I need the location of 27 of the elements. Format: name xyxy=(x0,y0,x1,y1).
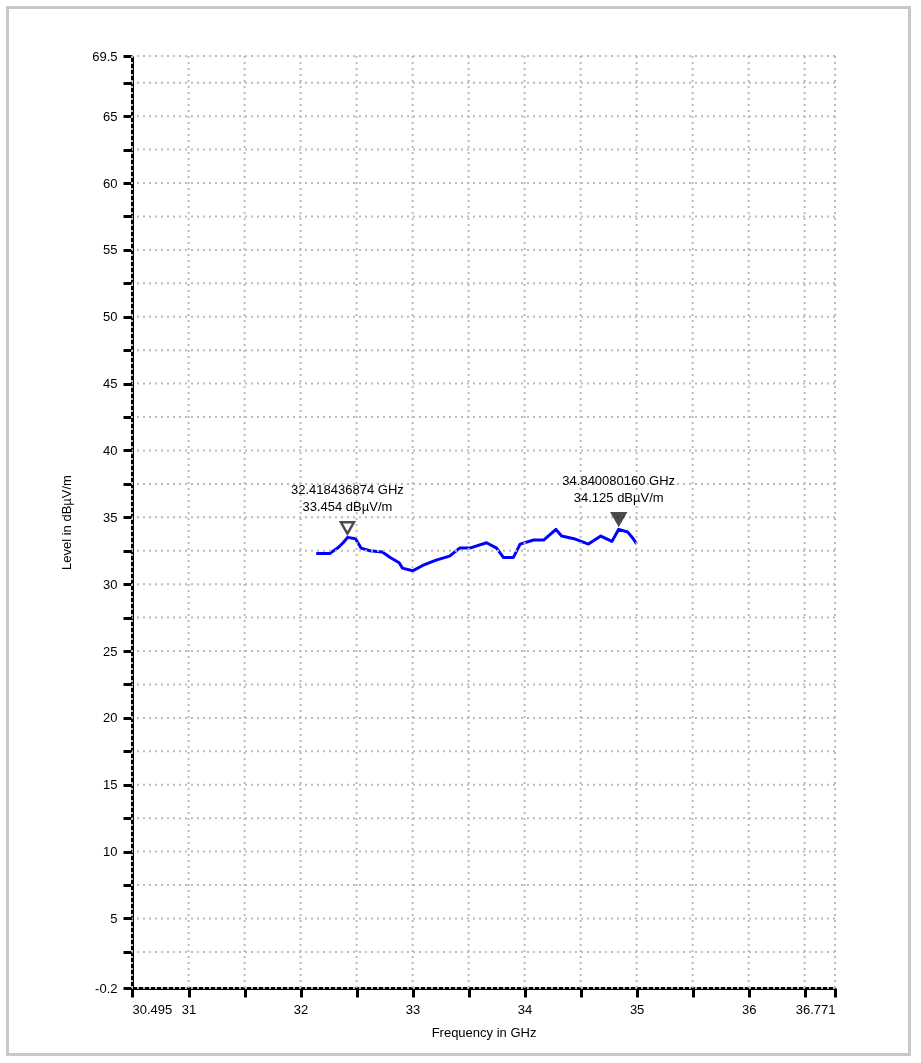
x-tick-label: 33 xyxy=(405,1001,421,1017)
y-tick-label: 15 xyxy=(103,777,118,793)
y-tick-label: 65 xyxy=(103,108,118,124)
y-tick-label: 69.5 xyxy=(92,48,118,64)
y-tick-label: 35 xyxy=(103,509,118,525)
y-tick-label: 40 xyxy=(103,442,118,458)
annotation: 32.418436874 GHz 33.454 dBµV/m xyxy=(291,481,404,514)
y-tick-label: 10 xyxy=(103,844,118,860)
y-tick-label: 25 xyxy=(103,643,118,659)
annotation: 34.840080160 GHz 34.125 dBµV/m xyxy=(562,473,676,506)
x-axis-title: Frequency in GHz xyxy=(431,1024,537,1040)
x-tick-label: 36 xyxy=(741,1001,757,1017)
y-tick-label: 55 xyxy=(103,242,118,258)
x-tick-label: 36.771 xyxy=(795,1001,836,1017)
y-tick-label: 30 xyxy=(103,576,118,592)
y-tick-label: 20 xyxy=(103,710,118,726)
y-tick-label: 60 xyxy=(103,175,118,191)
x-tick-label: 35 xyxy=(629,1001,645,1017)
y-tick-label: -0.2 xyxy=(95,980,118,996)
y-tick-label: 50 xyxy=(103,309,118,325)
x-tick-label: 34 xyxy=(517,1001,533,1017)
y-axis-title: Level in dBµV/m xyxy=(59,475,75,570)
y-tick-label: 5 xyxy=(110,910,118,926)
y-tick-label: 45 xyxy=(103,376,118,392)
x-tick-label: 30.495 xyxy=(132,1001,173,1017)
x-tick-label: 32 xyxy=(293,1001,309,1017)
x-tick-label: 31 xyxy=(181,1001,197,1017)
